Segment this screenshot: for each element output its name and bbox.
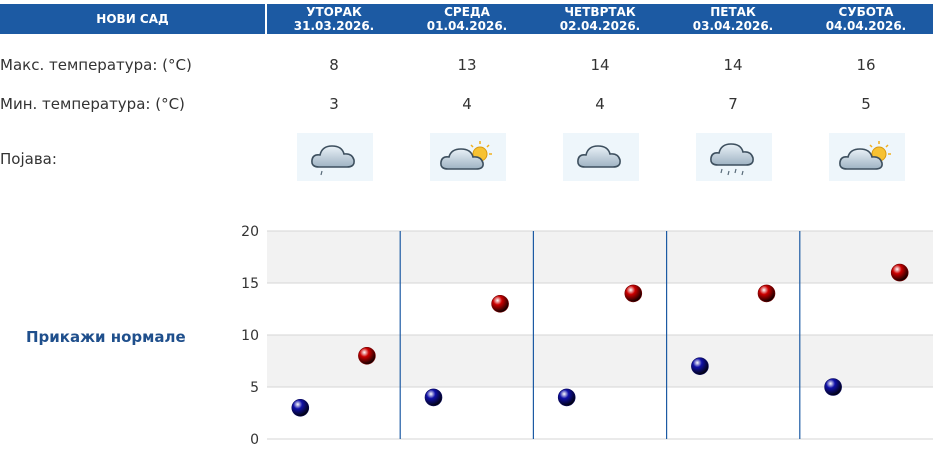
min-temp-value: 7 bbox=[728, 95, 738, 113]
min-temp-value: 5 bbox=[861, 95, 871, 113]
city-label: НОВИ САД bbox=[96, 12, 169, 26]
day-date: 31.03.2026. bbox=[293, 19, 375, 33]
y-tick-label: 15 bbox=[241, 276, 259, 292]
min-temp-label: Мин. температура: (°C) bbox=[0, 95, 185, 113]
y-tick-label: 10 bbox=[241, 328, 259, 344]
show-normals-link[interactable]: Прикажи нормале bbox=[26, 328, 186, 346]
max-temp-point bbox=[358, 347, 376, 365]
partly-cloudy-icon bbox=[829, 133, 905, 181]
day-date: 04.04.2026. bbox=[825, 19, 907, 33]
min-temp-value: 4 bbox=[595, 95, 605, 113]
city-name: НОВИ САД bbox=[0, 4, 265, 34]
max-temp-value: 16 bbox=[856, 56, 876, 74]
chart-band bbox=[267, 387, 933, 439]
y-tick-label: 0 bbox=[250, 432, 259, 448]
cloud-light-rain-icon bbox=[297, 133, 373, 181]
temperature-chart: 0 5 10 15 20 bbox=[241, 224, 933, 448]
max-temp-value: 14 bbox=[590, 56, 610, 74]
day-date: 03.04.2026. bbox=[692, 19, 774, 33]
max-temp-point bbox=[757, 284, 776, 303]
day-name: СУБОТА bbox=[838, 5, 894, 19]
day-header: ПЕТАК 03.04.2026. bbox=[666, 4, 800, 34]
day-date: 02.04.2026. bbox=[559, 19, 641, 33]
day-name: УТОРАК bbox=[306, 5, 362, 19]
day-header: СРЕДА 01.04.2026. bbox=[400, 4, 534, 34]
max-temp-value: 14 bbox=[723, 56, 743, 74]
min-temp-point bbox=[557, 388, 576, 407]
min-temp-value: 3 bbox=[329, 95, 339, 113]
max-temp-point bbox=[624, 284, 643, 303]
y-tick-label: 20 bbox=[241, 224, 259, 240]
max-temp-point bbox=[890, 263, 909, 282]
cloud-icon bbox=[563, 133, 639, 181]
max-temp-value: 8 bbox=[329, 56, 339, 74]
day-name: ПЕТАК bbox=[710, 5, 756, 19]
day-header: СУБОТА 04.04.2026. bbox=[799, 4, 933, 34]
max-temp-label: Макс. температура: (°C) bbox=[0, 56, 192, 74]
min-temp-point bbox=[691, 357, 709, 375]
phenomenon-label: Појава: bbox=[0, 150, 57, 168]
min-temp-value: 4 bbox=[462, 95, 472, 113]
min-temp-point bbox=[291, 399, 310, 417]
day-header: ЧЕТВРТАК 02.04.2026. bbox=[533, 4, 667, 34]
forecast-header: НОВИ САД УТОРАК 31.03.2026. СРЕДА 01.04.… bbox=[0, 0, 940, 36]
max-temp-point bbox=[491, 295, 509, 313]
min-temp-point bbox=[424, 388, 443, 407]
min-temp-point bbox=[824, 378, 842, 396]
day-name: ЧЕТВРТАК bbox=[564, 5, 636, 19]
partly-cloudy-icon bbox=[430, 133, 506, 181]
chart-band bbox=[267, 335, 933, 387]
max-temp-value: 13 bbox=[457, 56, 477, 74]
cloud-rain-icon bbox=[696, 133, 772, 181]
day-header: УТОРАК 31.03.2026. bbox=[267, 4, 401, 34]
day-name: СРЕДА bbox=[444, 5, 490, 19]
chart-band bbox=[267, 231, 933, 283]
y-tick-label: 5 bbox=[250, 380, 259, 396]
day-date: 01.04.2026. bbox=[426, 19, 508, 33]
chart-band bbox=[267, 283, 933, 335]
